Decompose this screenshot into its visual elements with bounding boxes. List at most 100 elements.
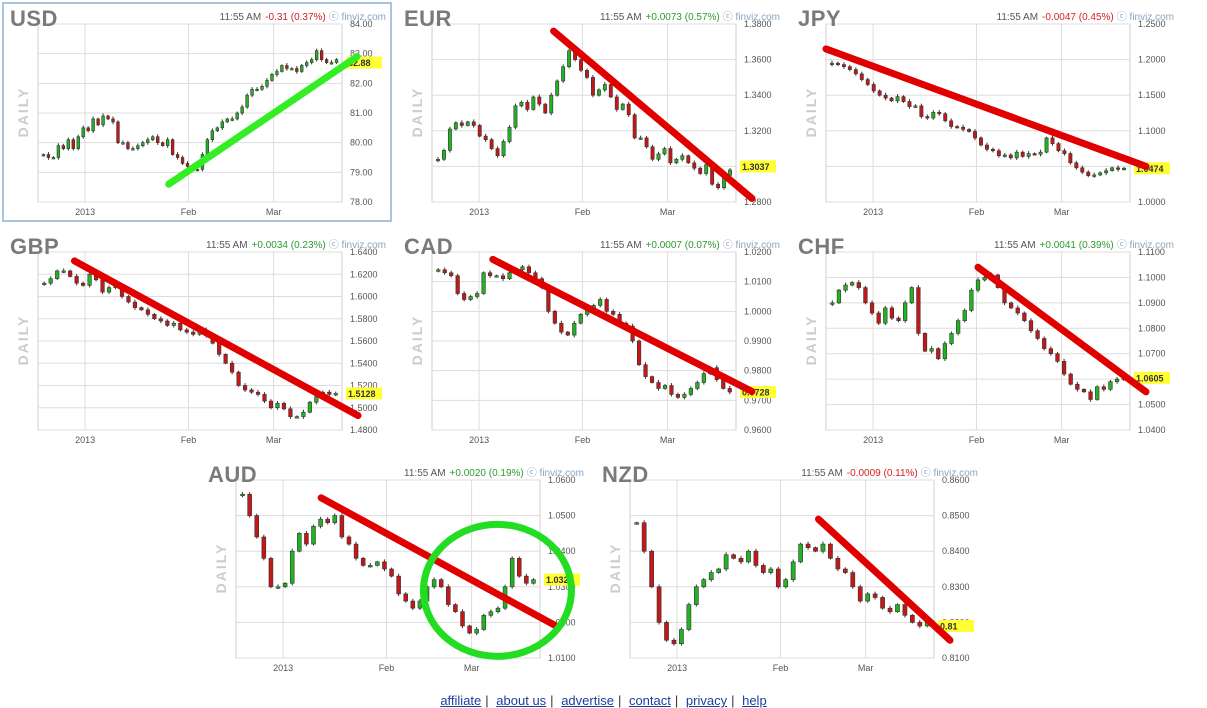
y-tick-label: 0.9800 bbox=[744, 366, 772, 376]
candle-body bbox=[360, 558, 366, 566]
cad-chart-panel[interactable]: 1.0200 1.0100 1.0000 0.9900 0.9800 0.9700 0.96… bbox=[396, 230, 786, 450]
jpy-chart-panel[interactable]: 1.25001.20001.15001.10001.05001.00002013… bbox=[790, 2, 1180, 222]
candle-body bbox=[857, 586, 863, 602]
footer-link-affiliate[interactable]: affiliate bbox=[440, 693, 482, 708]
candle-body bbox=[339, 515, 345, 538]
candle-body bbox=[447, 128, 452, 151]
candle-body bbox=[68, 270, 73, 277]
candle-body bbox=[96, 118, 100, 126]
candle-body bbox=[304, 533, 309, 545]
candle-body bbox=[559, 322, 564, 333]
candle-body bbox=[913, 105, 918, 108]
candle-body bbox=[716, 568, 722, 573]
footer-link-about-us[interactable]: about us bbox=[496, 693, 547, 708]
last-price-label: 0.9728 bbox=[742, 388, 770, 398]
candle-body bbox=[943, 113, 948, 122]
candle-body bbox=[151, 136, 155, 141]
chart-symbol-title: EUR bbox=[404, 6, 452, 31]
candle-body bbox=[1056, 143, 1061, 152]
chf-chart-panel[interactable]: 1.11001.10001.09001.08001.07001.06001.05… bbox=[790, 230, 1180, 450]
candle-body bbox=[805, 543, 811, 548]
candle-body bbox=[1101, 386, 1106, 390]
candle-body bbox=[961, 126, 966, 130]
candle-body bbox=[136, 145, 140, 149]
candle-body bbox=[768, 568, 774, 573]
candle-body bbox=[798, 543, 803, 563]
x-tick-label: 2013 bbox=[863, 435, 883, 445]
candle-body bbox=[301, 411, 306, 417]
finviz-watermark[interactable]: ⓒ finviz.com bbox=[328, 12, 386, 23]
candle-body bbox=[91, 118, 95, 132]
candle-body bbox=[81, 282, 86, 286]
eur-chart-panel[interactable]: 1.38001.36001.34001.32001.30001.28002013… bbox=[396, 2, 786, 222]
aud-chart-panel[interactable]: 1.0600 1.0500 1.0400 1.0300 1.0200 1.0100 2013… bbox=[200, 458, 590, 678]
candle-body bbox=[311, 525, 316, 545]
highlight-circle bbox=[419, 520, 575, 660]
gbp-chart-panel[interactable]: 1.6400 1.6200 1.6000 1.5800 1.5600 1.5400 1.52… bbox=[2, 230, 392, 450]
candle-body bbox=[731, 554, 736, 559]
candle-body bbox=[836, 62, 840, 65]
candle-body bbox=[483, 135, 488, 140]
footer-link-privacy[interactable]: privacy bbox=[685, 693, 728, 708]
y-tick-label: 1.1000 bbox=[1138, 272, 1166, 282]
finviz-watermark[interactable]: ⓒ finviz.com bbox=[1116, 12, 1174, 23]
y-tick-label: 1.0500 bbox=[548, 511, 576, 521]
last-price-tag bbox=[740, 160, 776, 173]
y-tick-label: 1.5400 bbox=[350, 358, 378, 368]
finviz-watermark[interactable]: ⓒ finviz.com bbox=[1116, 240, 1174, 251]
candle-body bbox=[1075, 383, 1080, 390]
candle-body bbox=[1098, 172, 1103, 176]
x-tick-label: Feb bbox=[969, 207, 985, 217]
candle-body bbox=[262, 394, 267, 402]
nzd-chart-svg: 0.86000.85000.84000.83000.82000.81002013… bbox=[607, 475, 974, 673]
footer-link-help[interactable]: help bbox=[742, 693, 767, 708]
y-tick-label: 1.0100 bbox=[548, 653, 576, 663]
candle-body bbox=[626, 103, 631, 116]
candle-body bbox=[101, 115, 105, 126]
candle-body bbox=[611, 311, 616, 315]
candle-body bbox=[883, 94, 888, 99]
candle-body bbox=[270, 74, 274, 81]
candle-body bbox=[1116, 167, 1120, 170]
candle-body bbox=[178, 322, 183, 331]
y-tick-label: 1.0700 bbox=[1138, 349, 1166, 359]
candle-body bbox=[552, 311, 557, 324]
candle-body bbox=[975, 279, 981, 291]
candle-body bbox=[282, 582, 288, 588]
candle-body bbox=[820, 543, 826, 552]
candle-body bbox=[561, 66, 566, 82]
candle-body bbox=[74, 276, 79, 284]
candle-body bbox=[81, 127, 85, 138]
candle-body bbox=[453, 122, 458, 130]
finviz-watermark[interactable]: ⓒ finviz.com bbox=[722, 12, 780, 23]
candle-body bbox=[56, 145, 61, 158]
nzd-chart-panel[interactable]: 0.86000.85000.84000.83000.82000.81002013… bbox=[594, 458, 984, 678]
candle-body bbox=[671, 639, 677, 645]
candle-body bbox=[500, 275, 506, 280]
y-tick-label: 1.3600 bbox=[744, 55, 772, 65]
finviz-watermark[interactable]: ⓒ finviz.com bbox=[526, 468, 584, 479]
candle-body bbox=[446, 586, 451, 605]
candle-body bbox=[230, 362, 235, 373]
candle-body bbox=[901, 96, 906, 102]
candle-body bbox=[674, 158, 679, 164]
candle-body bbox=[285, 65, 289, 69]
x-tick-label: 2013 bbox=[863, 207, 883, 217]
finviz-watermark[interactable]: ⓒ finviz.com bbox=[328, 240, 386, 251]
candle-body bbox=[578, 314, 583, 324]
usd-chart-panel[interactable]: 84.00 83.00 82.00 81.00 80.00 79.00 78.00 2013 F… bbox=[2, 2, 392, 222]
y-tick-label: 1.6200 bbox=[350, 269, 378, 279]
x-tick-label: Feb bbox=[181, 435, 197, 445]
candle-body bbox=[907, 101, 912, 107]
footer-link-contact[interactable]: contact bbox=[628, 693, 671, 708]
chart-symbol-title: CHF bbox=[798, 234, 845, 259]
candle-body bbox=[543, 103, 548, 114]
candle-body bbox=[106, 287, 112, 293]
chf-chart-svg: 1.11001.10001.09001.08001.07001.06001.05… bbox=[803, 247, 1170, 445]
y-tick-label: 1.6400 bbox=[350, 247, 378, 257]
footer-link-advertise[interactable]: advertise bbox=[561, 693, 614, 708]
finviz-watermark[interactable]: ⓒ finviz.com bbox=[920, 468, 978, 479]
candle-body bbox=[275, 71, 279, 75]
footer-separator: | bbox=[731, 693, 735, 708]
finviz-watermark[interactable]: ⓒ finviz.com bbox=[722, 240, 780, 251]
